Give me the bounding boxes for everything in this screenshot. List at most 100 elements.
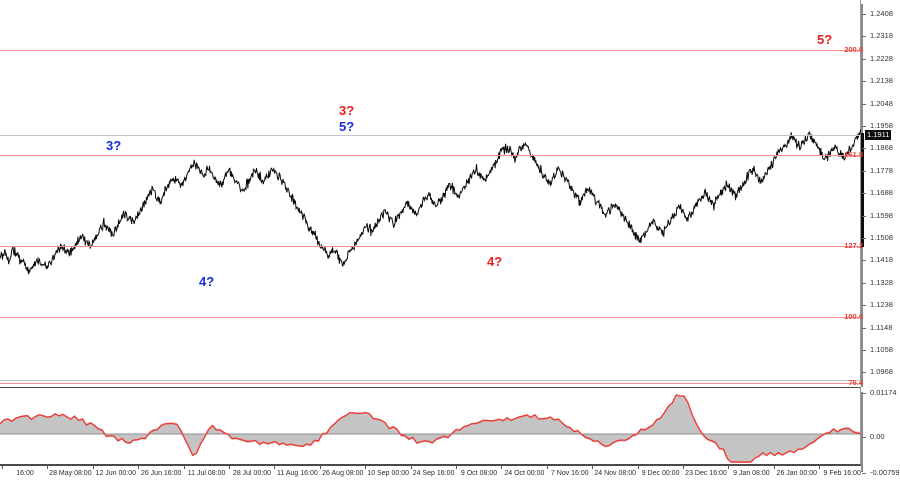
price-tick-label: 1.0968 (870, 367, 893, 377)
time-tick-label: 12 Jun 00:00 (95, 470, 137, 477)
price-tick-mark (862, 327, 866, 329)
fib-tag-100: 100.0 (844, 312, 863, 321)
oscillator-panel[interactable] (0, 387, 861, 465)
time-tick-mark (456, 465, 457, 469)
price-tick-mark (862, 350, 866, 351)
price-tick-mark (862, 260, 866, 262)
time-tick-mark (138, 465, 140, 469)
price-tick-mark (862, 282, 866, 284)
time-tick-label: 9 Feb 16:00 (823, 470, 861, 477)
time-tick-mark (92, 465, 94, 469)
price-tick-label: 1.1058 (870, 345, 893, 354)
price-tick-label: 1.1868 (870, 143, 893, 153)
time-tick-mark (683, 465, 684, 469)
wave-label-5-red: 5? (817, 32, 833, 47)
time-tick-mark (501, 465, 503, 469)
fib-tag-200: 200.0 (844, 45, 863, 54)
time-tick-mark (229, 465, 230, 469)
fib-line-161 (0, 155, 861, 157)
time-tick-label: 26 Aug 08:00 (322, 470, 364, 477)
scale-rule-lower (861, 247, 863, 387)
time-tick-mark (546, 465, 548, 469)
fib-tag-127: 127.2 (844, 241, 863, 250)
price-tick-label: 1.2138 (870, 76, 893, 86)
price-tick-label: 1.1418 (870, 255, 893, 265)
price-tick-mark (862, 14, 866, 15)
price-tick-mark (862, 305, 866, 307)
price-tick-label: 1.1238 (870, 300, 893, 310)
fib-line-100 (0, 317, 861, 319)
time-tick-mark (592, 465, 594, 469)
price-tick-label: 1.1778 (870, 165, 893, 175)
price-tick-label: 1.2228 (870, 53, 893, 63)
time-tick-label: 24 Nov 08:00 (594, 470, 637, 477)
time-tick-mark (365, 465, 367, 469)
time-tick-label: 11 Jul 08:00 (187, 470, 226, 477)
reference-line-lower (0, 380, 861, 381)
wave-label-5-blue: 5? (339, 119, 355, 134)
oscillator-tick-label: 0.00 (870, 432, 885, 441)
time-tick-label: 11 Aug 16:00 (277, 470, 318, 477)
price-tick-mark (862, 103, 866, 105)
time-tick-label: 7 Nov 16:00 (550, 470, 589, 477)
scale-rule-oscillator (861, 392, 863, 472)
oscillator-tick-mark (862, 473, 866, 474)
time-tick-mark (773, 465, 775, 469)
price-tick-mark (862, 372, 866, 374)
current-price-label: 1.1911 (865, 130, 892, 140)
time-tick-label: 9 Dec 00:00 (641, 470, 680, 477)
price-tick-mark (862, 238, 866, 239)
time-tick-label: 24 Sep 16:00 (412, 470, 455, 477)
price-chart-panel[interactable]: 3? 4? 3? 5? 4? 5? (0, 0, 861, 385)
oscillator-tick-mark (862, 393, 866, 394)
price-tick-label: 1.2408 (870, 9, 893, 18)
time-tick-label: 23 Dec 16:00 (685, 470, 727, 477)
time-tick-mark (728, 465, 730, 469)
time-tick-label: 9 Oct 08:00 (460, 470, 498, 477)
price-tick-mark (862, 215, 866, 217)
wave-label-4-blue: 4? (199, 274, 215, 289)
time-tick-label: 16:00 (16, 470, 34, 477)
fib-tag-76: 76.4 (848, 378, 863, 387)
price-tick-mark (862, 58, 866, 60)
time-tick-label: 10 Sep 00:00 (367, 470, 410, 477)
price-tick-mark (862, 148, 866, 150)
price-tick-mark (862, 193, 866, 195)
time-tick-label: 28 May 08:00 (49, 470, 92, 477)
time-tick-label: 28 Jul 00:00 (232, 470, 272, 477)
time-tick-label: 26 Jun 16:00 (140, 470, 182, 477)
price-tick-mark (862, 126, 866, 127)
price-tick-label: 1.1688 (870, 188, 893, 198)
price-tick-label: 1.1328 (870, 277, 893, 287)
oscillator-tick-mark (862, 437, 866, 438)
oscillator-series (0, 394, 861, 463)
fib-tag-161: 161.8 (844, 150, 863, 159)
price-tick-mark (862, 81, 866, 83)
time-tick-mark (2, 465, 3, 469)
scale-rule-highlight (861, 133, 864, 247)
fib-line-200 (0, 50, 861, 52)
price-tick-label: 1.1958 (870, 121, 893, 130)
price-tick-label: 1.2318 (870, 31, 893, 41)
time-axis: 16:00 28 May 08:00 12 Jun 00:00 26 Jun 16:0… (0, 465, 862, 485)
price-scale-axis[interactable]: 1.1911 1.2408 1.2318 1.2228 1.2138 1.2048 1.1… (861, 0, 900, 485)
fib-line-76 (0, 383, 861, 385)
wave-label-3-red: 3? (339, 103, 355, 118)
time-tick-label: 24 Oct 00:00 (504, 470, 545, 477)
price-tick-label: 1.1598 (870, 210, 893, 220)
time-tick-mark (819, 465, 821, 469)
price-tick-mark (862, 36, 866, 38)
price-line-series (0, 129, 861, 275)
price-tick-label: 1.2048 (870, 98, 893, 108)
wave-label-3-blue: 3? (106, 138, 122, 153)
reference-line-upper (0, 135, 861, 136)
price-tick-label: 1.1148 (870, 322, 893, 332)
oscillator-tick-label: -0.00759 (870, 468, 900, 477)
oscillator-tick-label: 0.01174 (870, 388, 897, 397)
scale-rule-upper (861, 4, 863, 133)
time-tick-mark (410, 465, 412, 469)
price-tick-label: 1.1508 (870, 233, 893, 242)
price-tick-mark (862, 170, 866, 172)
time-tick-label: 9 Jan 08:00 (733, 470, 770, 477)
time-tick-mark (47, 465, 49, 469)
